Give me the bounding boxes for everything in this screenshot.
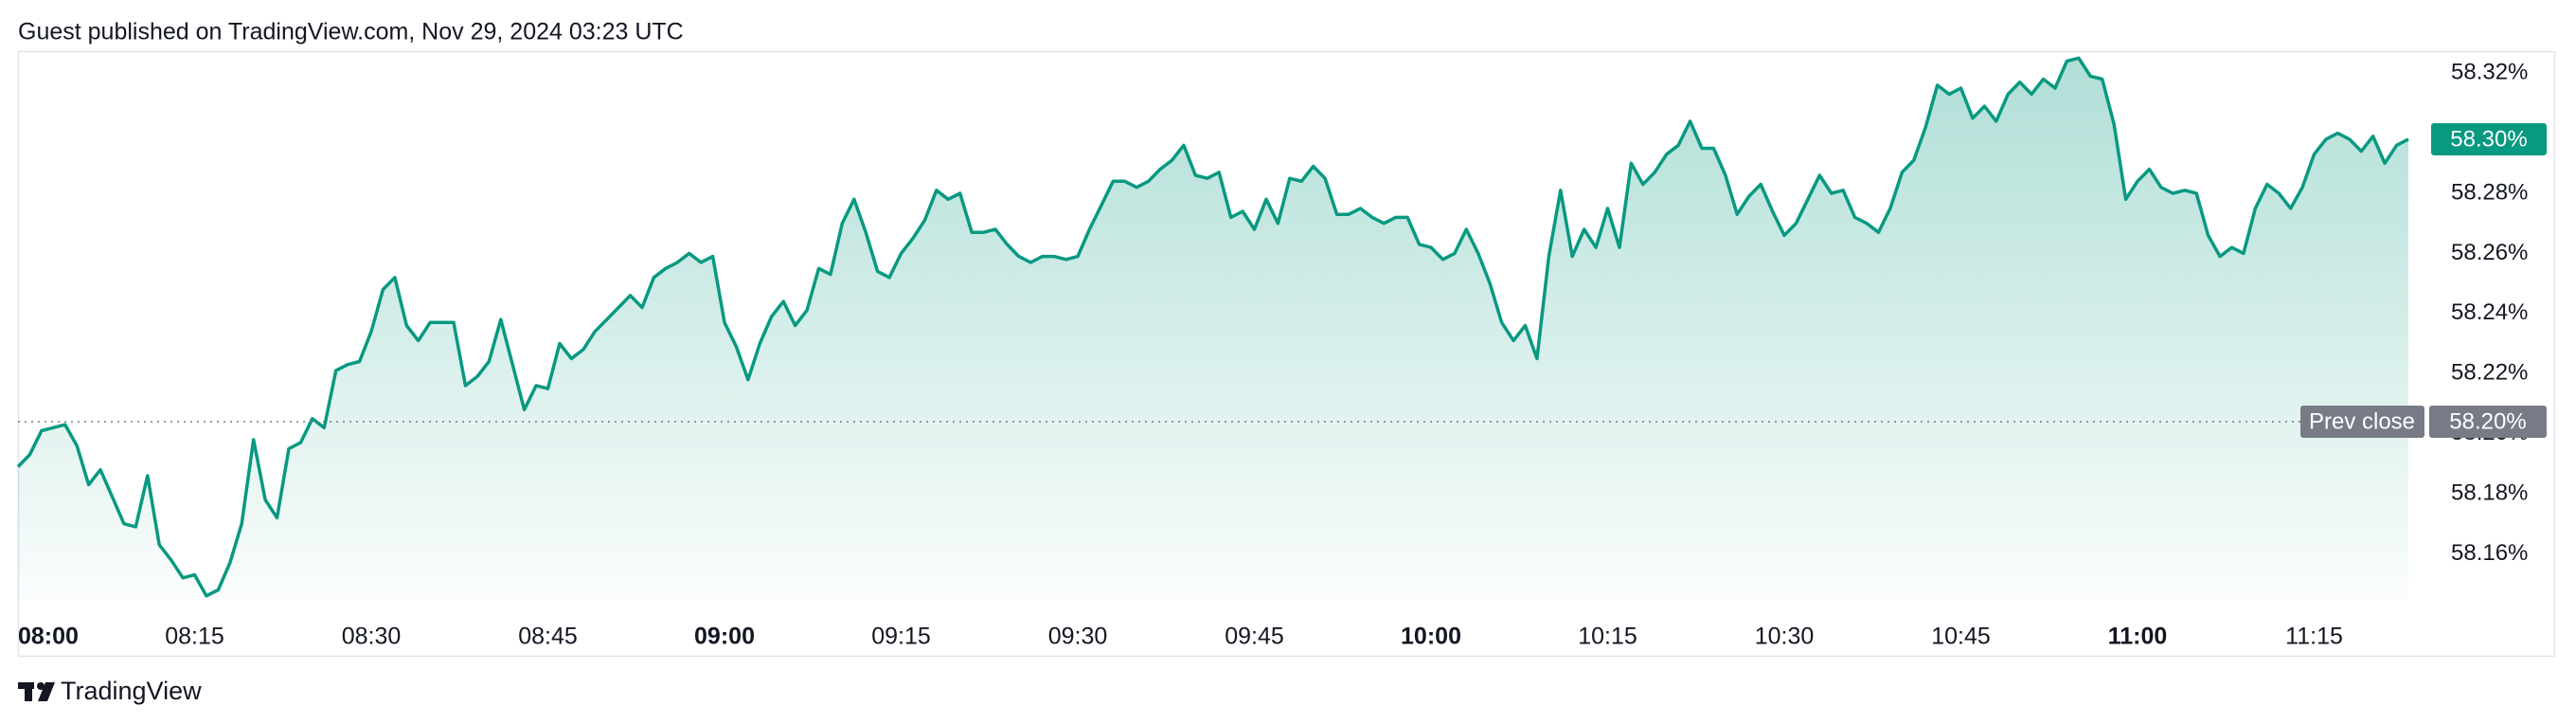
brand-logo (18, 682, 55, 701)
x-tick-label: 08:45 (518, 624, 578, 650)
x-tick-label: 11:00 (2108, 624, 2168, 650)
prev-close-value-box (2429, 405, 2547, 438)
last-price-label: 58.30% (2450, 126, 2527, 152)
y-tick-label: 58.16% (2451, 540, 2528, 566)
price-line (16, 56, 2409, 598)
x-tick-label: 11:15 (2285, 624, 2343, 650)
y-tick-label: 58.28% (2451, 179, 2528, 205)
x-tick-label: 09:00 (694, 624, 755, 650)
x-tick-label: 10:45 (1931, 624, 1991, 650)
x-tick-label: 09:30 (1048, 624, 1108, 650)
y-tick-label: 58.18% (2451, 480, 2528, 505)
y-tick-label: 58.22% (2451, 360, 2528, 386)
x-tick-label: 09:15 (871, 624, 931, 650)
prev-close-value: 58.20% (2449, 408, 2526, 434)
y-tick-label: 58.26% (2451, 240, 2528, 265)
x-tick-label: 08:15 (165, 624, 224, 650)
header-text: Guest published on TradingView.com, Nov … (18, 19, 684, 45)
brand-name: TradingView (61, 677, 202, 705)
x-tick-label: 09:45 (1225, 624, 1284, 650)
y-tick-label: 58.24% (2451, 299, 2528, 325)
x-tick-label: 10:30 (1755, 624, 1815, 650)
y-tick-label: 58.32% (2451, 60, 2528, 85)
x-tick-label: 08:00 (18, 624, 79, 650)
last-price-box (2431, 122, 2547, 155)
prev-close-name-box (2300, 405, 2424, 438)
prev-close-name: Prev close (2309, 408, 2415, 434)
x-tick-label: 08:30 (342, 624, 402, 650)
x-tick-label: 10:15 (1578, 624, 1637, 650)
x-tick-label: 10:00 (1401, 624, 1461, 650)
chart-frame (17, 50, 2556, 658)
area-fill (18, 58, 2408, 600)
